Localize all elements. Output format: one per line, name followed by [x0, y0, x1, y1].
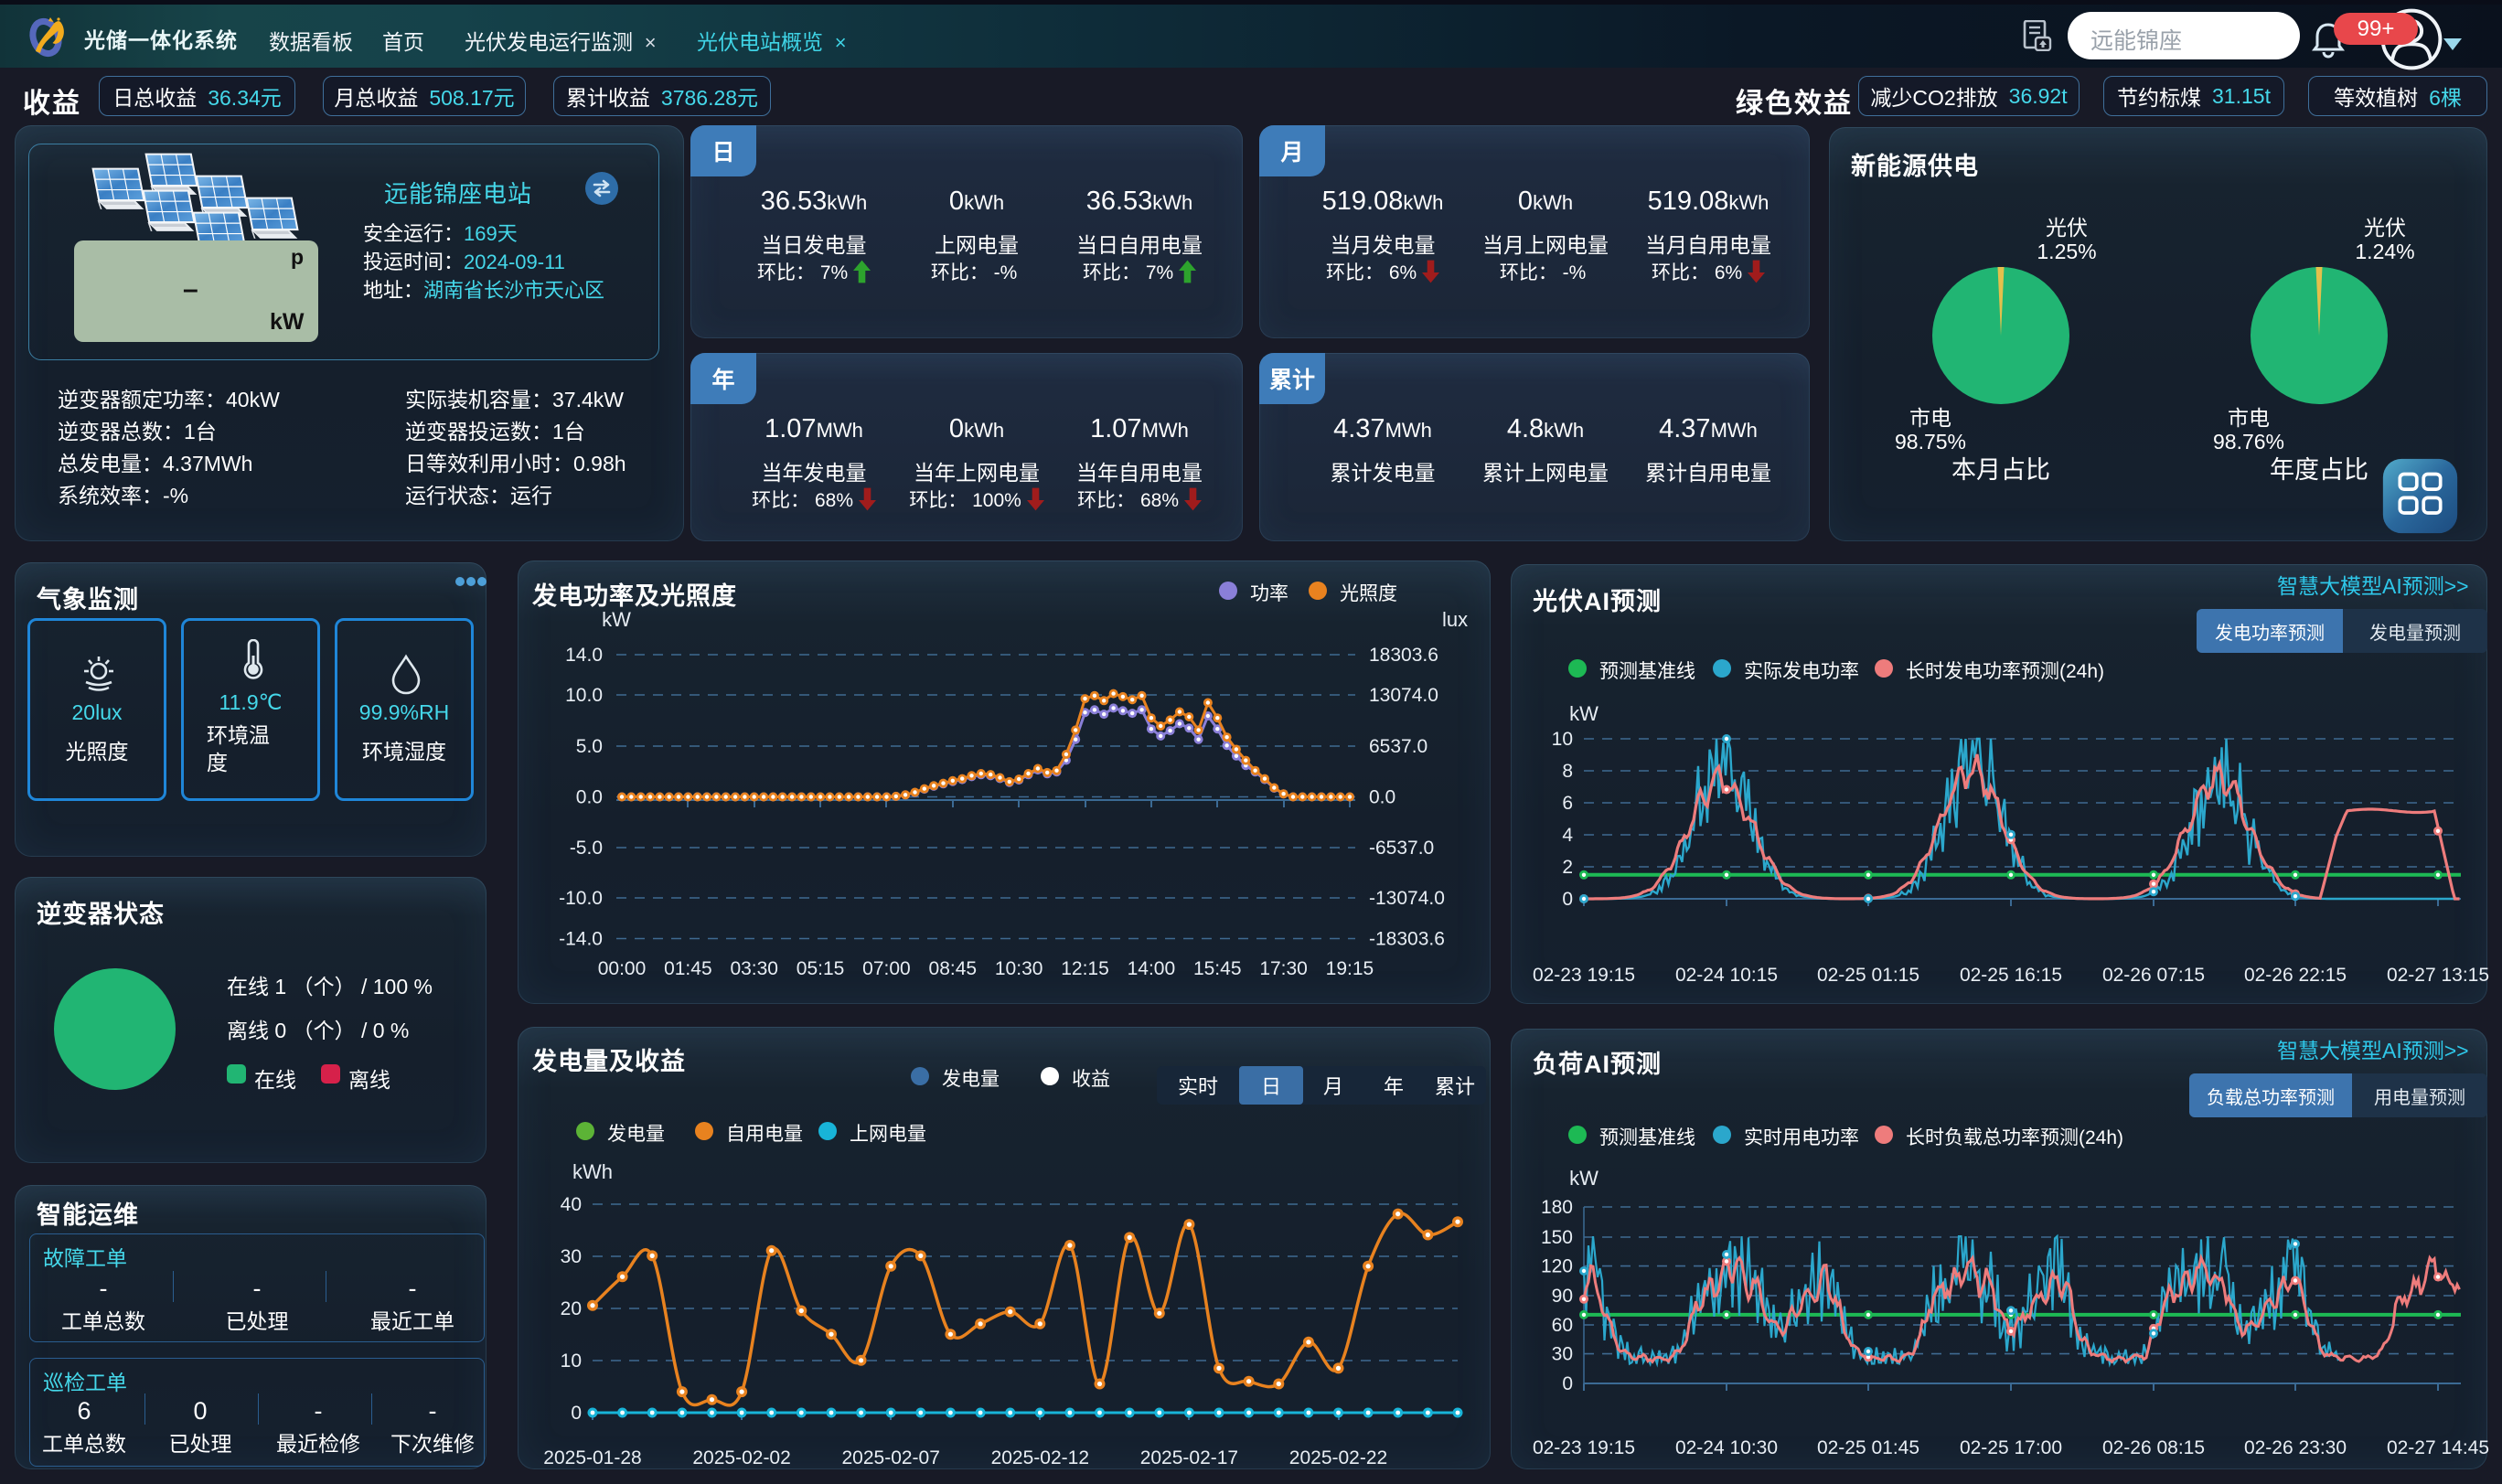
- svg-text:-18303.6: -18303.6: [1369, 929, 1445, 950]
- svg-text:10: 10: [561, 1351, 582, 1372]
- svg-text:02-23 19:15: 02-23 19:15: [1533, 965, 1635, 986]
- svg-text:02-26 08:15: 02-26 08:15: [2102, 1437, 2205, 1458]
- svg-text:2025-02-12: 2025-02-12: [991, 1447, 1089, 1468]
- svg-text:0.0: 0.0: [1369, 787, 1395, 808]
- svg-text:02-25 17:00: 02-25 17:00: [1960, 1437, 2062, 1458]
- svg-text:-5.0: -5.0: [570, 838, 603, 859]
- svg-text:40: 40: [561, 1194, 582, 1215]
- svg-text:-6537.0: -6537.0: [1369, 838, 1434, 859]
- svg-text:17:30: 17:30: [1259, 958, 1308, 979]
- svg-text:0: 0: [1562, 1373, 1573, 1394]
- svg-text:-13074.0: -13074.0: [1369, 888, 1445, 909]
- svg-text:2: 2: [1562, 857, 1573, 878]
- svg-text:30: 30: [561, 1246, 582, 1267]
- svg-text:02-25 01:15: 02-25 01:15: [1817, 965, 1919, 986]
- svg-text:60: 60: [1552, 1315, 1573, 1336]
- svg-text:8: 8: [1562, 761, 1573, 782]
- svg-text:0: 0: [1562, 889, 1573, 910]
- svg-text:02-27 14:45: 02-27 14:45: [2387, 1437, 2489, 1458]
- svg-text:02-23 19:15: 02-23 19:15: [1533, 1437, 1635, 1458]
- svg-text:19:15: 19:15: [1326, 958, 1374, 979]
- svg-text:02-24 10:30: 02-24 10:30: [1675, 1437, 1778, 1458]
- svg-text:-14.0: -14.0: [559, 929, 603, 950]
- svg-text:2025-02-17: 2025-02-17: [1140, 1447, 1238, 1468]
- svg-text:07:00: 07:00: [862, 958, 911, 979]
- svg-text:18303.6: 18303.6: [1369, 645, 1438, 666]
- svg-text:150: 150: [1541, 1227, 1573, 1248]
- svg-text:10:30: 10:30: [995, 958, 1043, 979]
- svg-text:02-25 16:15: 02-25 16:15: [1960, 965, 2062, 986]
- svg-text:02-26 22:15: 02-26 22:15: [2244, 965, 2347, 986]
- svg-text:kWh: kWh: [572, 1160, 613, 1183]
- svg-text:13074.0: 13074.0: [1369, 685, 1438, 706]
- svg-text:0.0: 0.0: [576, 787, 603, 808]
- svg-text:02-26 23:30: 02-26 23:30: [2244, 1437, 2347, 1458]
- svg-text:20: 20: [561, 1298, 582, 1319]
- svg-text:kW: kW: [1569, 1167, 1598, 1190]
- svg-text:4: 4: [1562, 825, 1573, 846]
- svg-text:12:15: 12:15: [1061, 958, 1109, 979]
- svg-text:14:00: 14:00: [1128, 958, 1176, 979]
- svg-text:6: 6: [1562, 793, 1573, 814]
- svg-text:5.0: 5.0: [576, 736, 603, 757]
- svg-text:90: 90: [1552, 1286, 1573, 1307]
- svg-text:180: 180: [1541, 1197, 1573, 1218]
- svg-text:lux: lux: [1442, 608, 1468, 631]
- svg-text:0: 0: [571, 1403, 582, 1424]
- svg-text:-10.0: -10.0: [559, 888, 603, 909]
- svg-text:2025-02-07: 2025-02-07: [841, 1447, 939, 1468]
- svg-text:08:45: 08:45: [929, 958, 978, 979]
- svg-text:10: 10: [1552, 729, 1573, 750]
- svg-text:10.0: 10.0: [565, 685, 603, 706]
- svg-text:6537.0: 6537.0: [1369, 736, 1427, 757]
- svg-text:00:00: 00:00: [598, 958, 647, 979]
- svg-text:05:15: 05:15: [797, 958, 845, 979]
- svg-text:2025-02-02: 2025-02-02: [692, 1447, 790, 1468]
- svg-text:2025-01-28: 2025-01-28: [543, 1447, 641, 1468]
- svg-text:03:30: 03:30: [730, 958, 778, 979]
- svg-text:120: 120: [1541, 1256, 1573, 1277]
- svg-text:02-26 07:15: 02-26 07:15: [2102, 965, 2205, 986]
- svg-text:15:45: 15:45: [1193, 958, 1242, 979]
- svg-text:02-27 13:15: 02-27 13:15: [2387, 965, 2489, 986]
- svg-text:02-24 10:15: 02-24 10:15: [1675, 965, 1778, 986]
- svg-text:02-25 01:45: 02-25 01:45: [1817, 1437, 1919, 1458]
- svg-text:2025-02-22: 2025-02-22: [1289, 1447, 1387, 1468]
- svg-text:30: 30: [1552, 1344, 1573, 1365]
- svg-text:01:45: 01:45: [664, 958, 712, 979]
- svg-text:kW: kW: [602, 608, 631, 631]
- svg-text:kW: kW: [1569, 702, 1598, 725]
- svg-text:14.0: 14.0: [565, 645, 603, 666]
